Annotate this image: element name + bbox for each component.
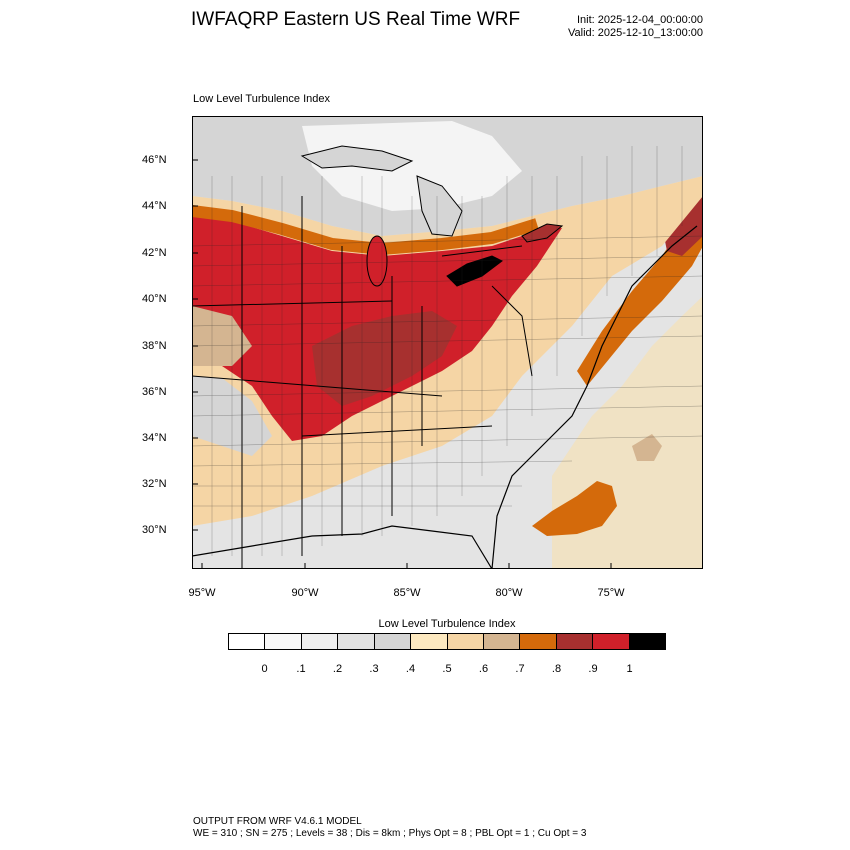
colorbar-swatch xyxy=(301,634,339,649)
colorbar-swatch xyxy=(483,634,521,649)
model-info: OUTPUT FROM WRF V4.6.1 MODEL WE = 310 ; … xyxy=(193,816,586,840)
colorbar-swatch xyxy=(593,634,630,649)
lat-tick-32: 32°N xyxy=(142,478,167,490)
lat-tick-34: 34°N xyxy=(142,432,167,444)
colorbar-swatch xyxy=(229,634,266,649)
colorbar-swatch xyxy=(411,634,448,649)
init-time: Init: 2025-12-04_00:00:00 xyxy=(577,14,703,26)
west-light-field xyxy=(192,306,252,366)
colorbar-tick-label: .8 xyxy=(551,663,562,675)
colorbar-tick-label: .1 xyxy=(296,663,306,675)
colorbar-tick-label: .4 xyxy=(405,663,416,675)
colorbar-tick-label: .2 xyxy=(332,663,343,675)
lon-tick-75: 75°W xyxy=(597,587,625,599)
model-version: OUTPUT FROM WRF V4.6.1 MODEL xyxy=(193,816,362,827)
lat-tick-46: 46°N xyxy=(142,154,167,166)
colorbar-tick-label: .5 xyxy=(442,663,452,675)
colorbar-swatch xyxy=(520,634,557,649)
lake-michigan xyxy=(366,235,388,287)
turbulence-map xyxy=(192,116,703,569)
colorbar-tick-label: 0 xyxy=(261,663,268,675)
lon-tick-95: 95°W xyxy=(188,587,216,599)
colorbar-tick-label: .6 xyxy=(478,663,489,675)
ocean-blob-2 xyxy=(632,434,662,461)
colorbar-swatch xyxy=(556,634,594,649)
lake-erie xyxy=(446,255,503,287)
lat-tick-44: 44°N xyxy=(142,200,167,212)
colorbar-tick-label: .7 xyxy=(515,663,525,675)
lon-tick-90: 90°W xyxy=(291,587,319,599)
lon-tick-85: 85°W xyxy=(393,587,421,599)
colorbar-title: Low Level Turbulence Index xyxy=(378,618,516,630)
colorbar-swatch xyxy=(338,634,375,649)
valid-time: Valid: 2025-12-10_13:00:00 xyxy=(568,27,703,39)
colorbar-swatch xyxy=(374,634,412,649)
gulf-water xyxy=(192,526,492,569)
county-boundaries xyxy=(192,146,703,556)
lake-huron xyxy=(416,175,463,237)
lat-tick-30: 30°N xyxy=(142,524,167,536)
colorbar-tick-label: .9 xyxy=(588,663,598,675)
colorbar-tick-label: 1 xyxy=(626,663,633,675)
lat-tick-40: 40°N xyxy=(142,293,167,305)
run-times: Init: 2025-12-04_00:00:00 Valid: 2025-12… xyxy=(568,14,703,40)
colorbar xyxy=(228,633,666,650)
lon-tick-80: 80°W xyxy=(495,587,523,599)
lat-tick-36: 36°N xyxy=(142,386,167,398)
lat-tick-38: 38°N xyxy=(142,340,167,352)
model-config: WE = 310 ; SN = 275 ; Levels = 38 ; Dis … xyxy=(193,828,587,839)
colorbar-swatch xyxy=(265,634,302,649)
lat-tick-42: 42°N xyxy=(142,247,167,259)
atlantic-coast xyxy=(491,225,698,569)
plot-title: IWFAQRP Eastern US Real Time WRF xyxy=(191,9,521,30)
orange-rim xyxy=(192,205,539,256)
lake-superior xyxy=(300,145,414,172)
colorbar-swatch xyxy=(447,634,484,649)
colorbar-tick-label: .3 xyxy=(369,663,379,675)
map-subtitle: Low Level Turbulence Index xyxy=(193,93,330,105)
dark-red-field xyxy=(312,311,457,406)
tick-marks xyxy=(192,159,612,569)
map-frame xyxy=(192,116,703,569)
ocean-blob-1 xyxy=(532,481,617,536)
colorbar-swatch xyxy=(629,634,666,649)
ocean-red xyxy=(662,196,703,256)
north-white-field xyxy=(302,121,522,211)
